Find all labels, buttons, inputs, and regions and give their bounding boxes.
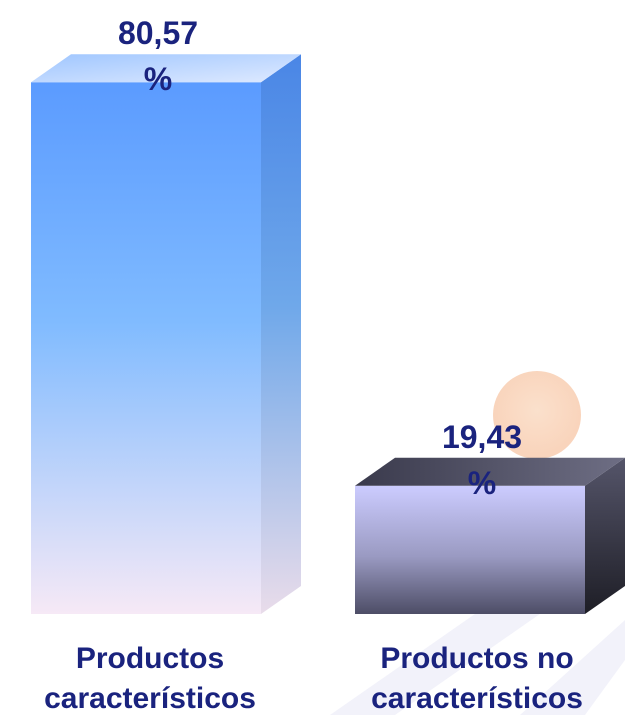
bar-2-side [585, 457, 625, 614]
data-label-2-unit: % [468, 465, 496, 501]
category-label-2-line-2: característicos [371, 682, 583, 715]
data-label-1-value: 80,57 [118, 15, 198, 51]
labels-layer: 80,57% Productos característicos 19,43% Prod… [44, 15, 583, 715]
bar-1-front [31, 82, 261, 615]
data-label-2-value: 19,43 [442, 419, 522, 455]
bar-2-front [355, 485, 585, 614]
data-label-1-unit: % [144, 61, 172, 97]
bar-1 [31, 54, 301, 615]
category-label-2-line-1: Productos no [380, 642, 573, 675]
bar-1-top [31, 54, 301, 83]
bar-2-top [355, 457, 625, 486]
category-label-1-line-2: característicos [44, 682, 256, 715]
bar-2 [355, 457, 625, 614]
category-label-1-line-1: Productos [76, 642, 224, 675]
bars-layer [31, 54, 625, 615]
bar-1-side [261, 54, 301, 615]
watermark-graphic [330, 371, 625, 715]
